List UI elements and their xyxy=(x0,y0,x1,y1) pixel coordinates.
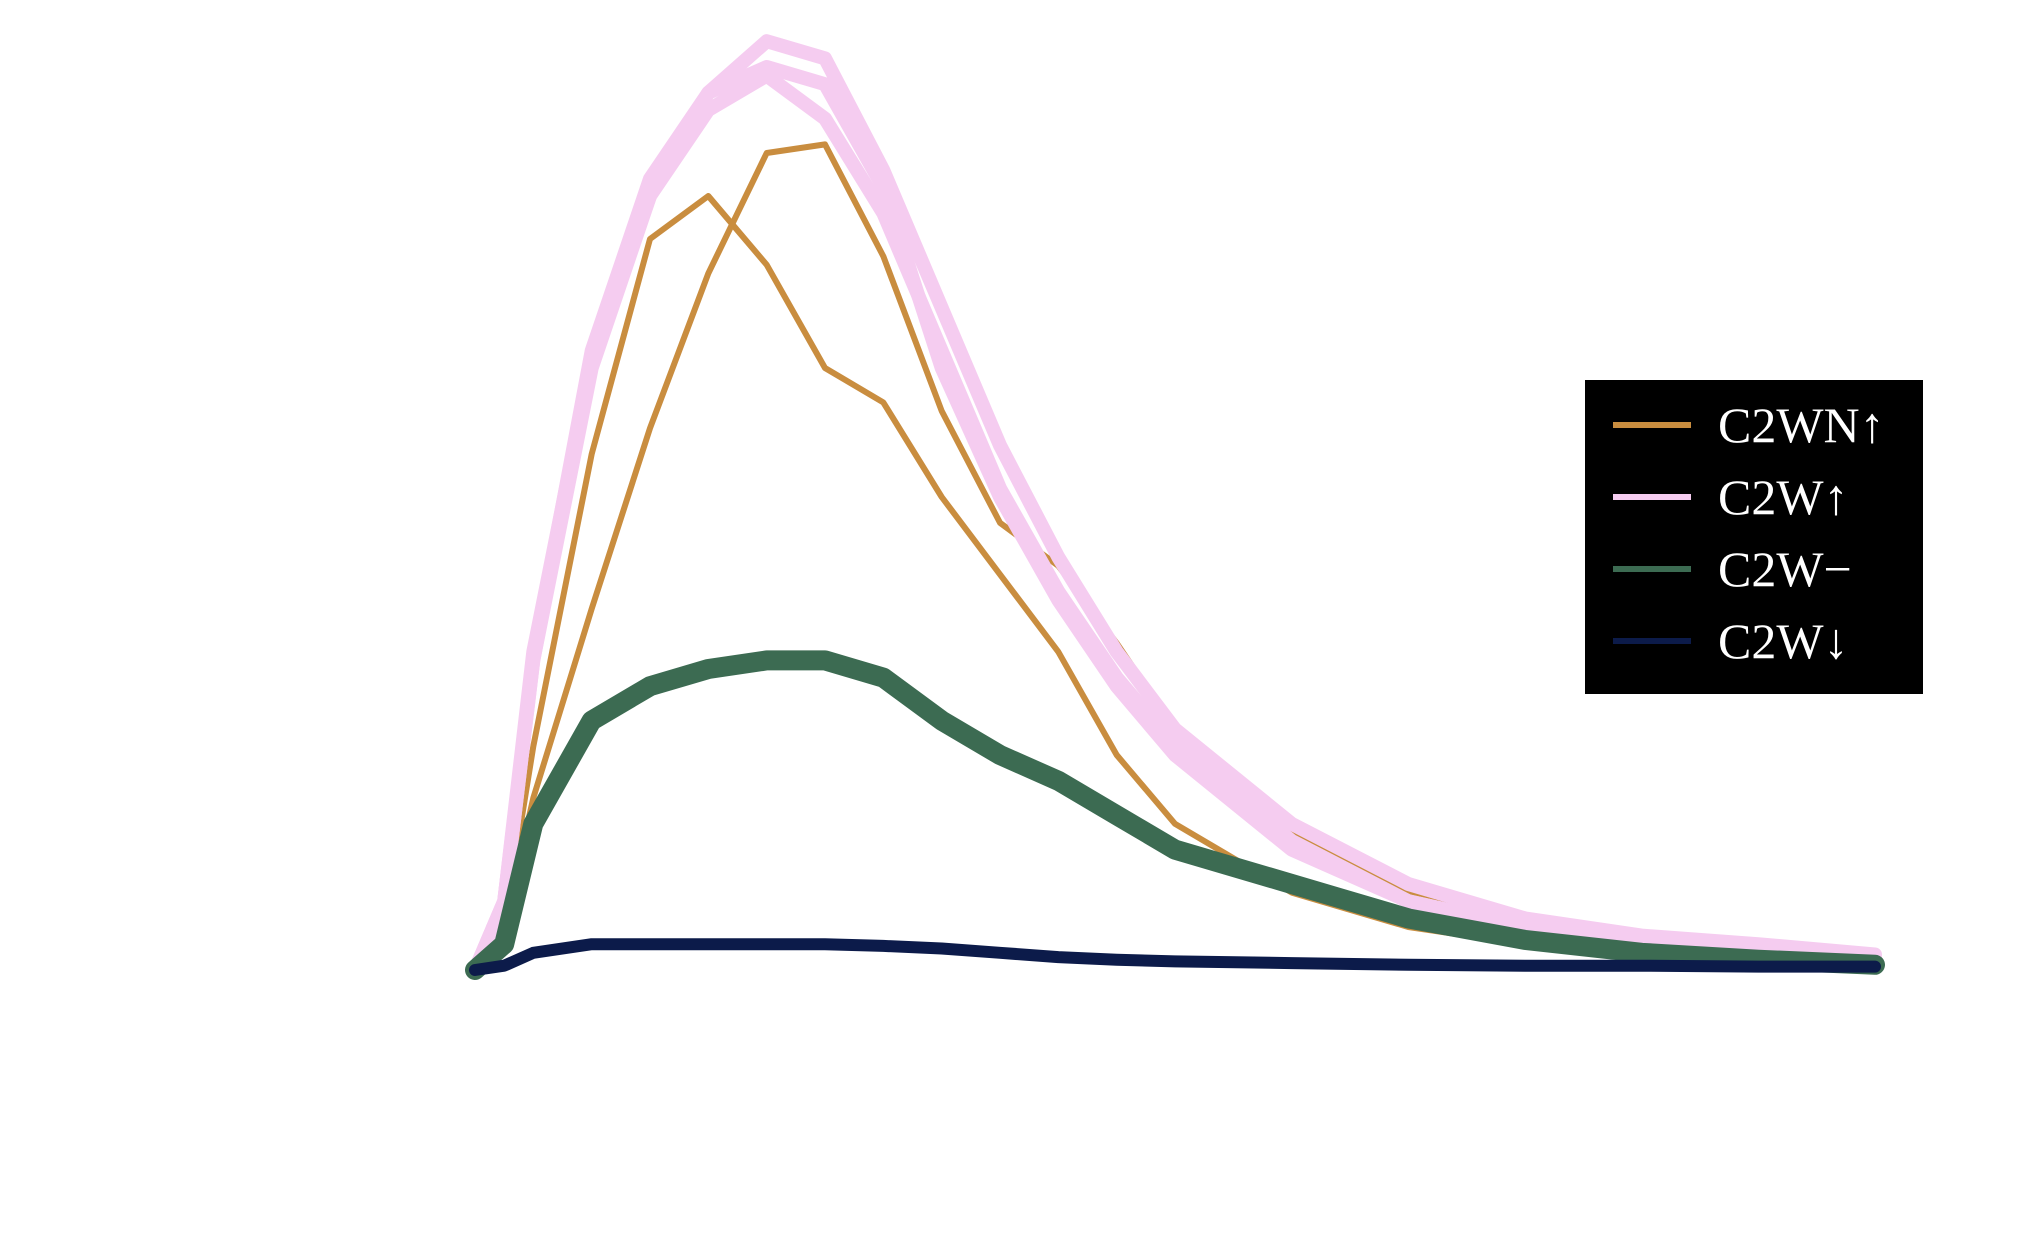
legend-label: C2WN↑ xyxy=(1718,397,1885,453)
series-line xyxy=(465,650,1885,980)
series-4 xyxy=(468,60,1882,977)
legend-label: C2W− xyxy=(1718,541,1852,597)
legend: C2WN↑ C2W↑ C2W− C2W↓ xyxy=(1585,380,1923,694)
series-layer xyxy=(465,34,1885,980)
series-line xyxy=(469,938,1881,976)
legend-label: C2W↑ xyxy=(1718,469,1849,525)
series-5 xyxy=(465,650,1885,980)
series-line xyxy=(468,60,1882,977)
legend-label: C2W↓ xyxy=(1718,613,1849,669)
series-6 xyxy=(469,938,1881,976)
